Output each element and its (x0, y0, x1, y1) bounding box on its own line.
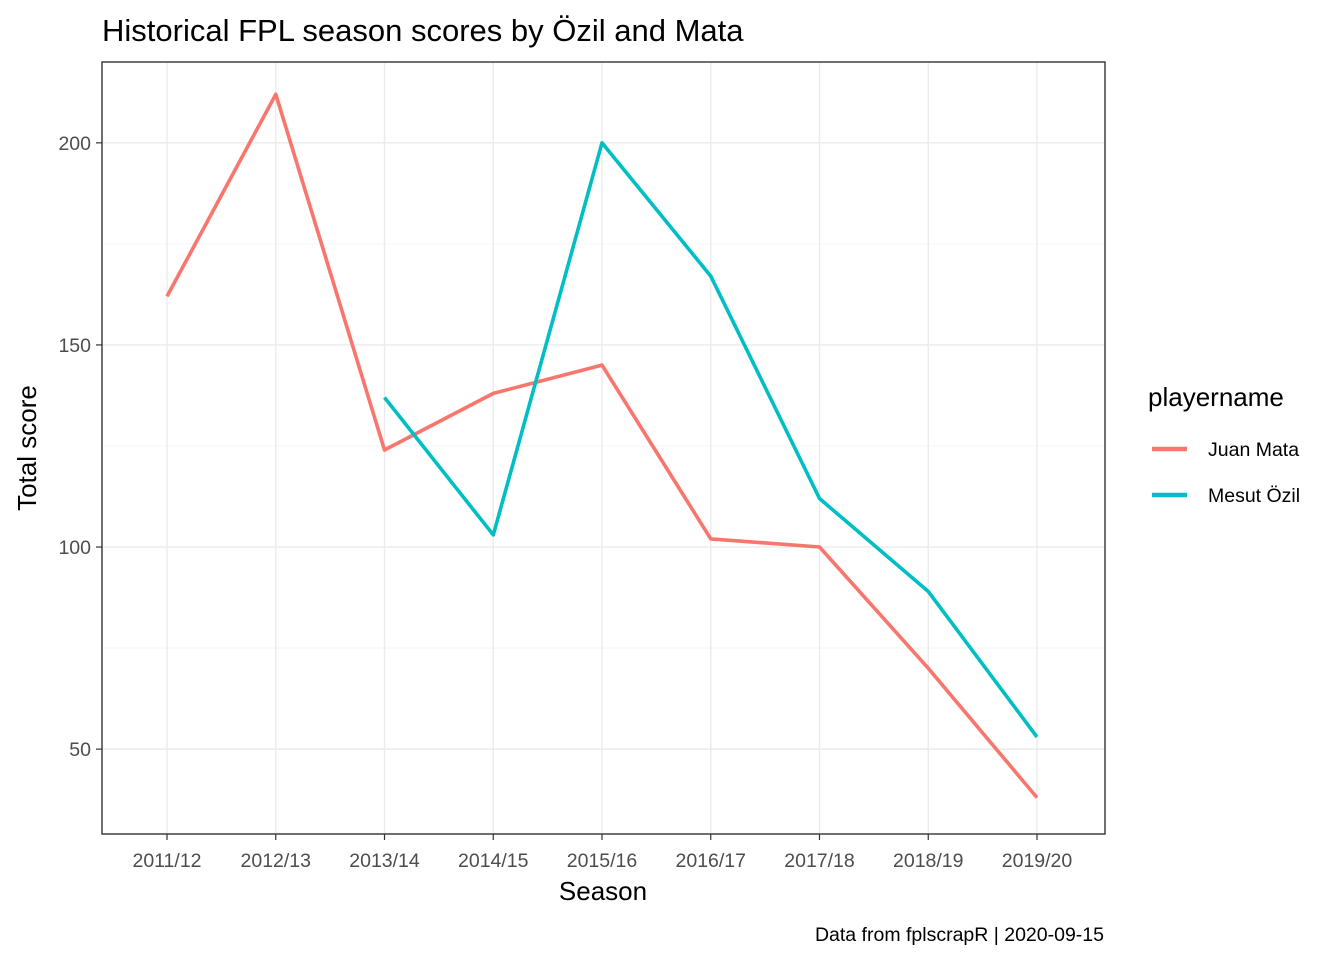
axes: 50 100 150 200 2011/12 2012/13 2013/14 2014/15 2… (58, 133, 1072, 872)
y-tick-label: 150 (58, 335, 91, 357)
x-tick-label: 2018/19 (893, 850, 964, 872)
grid (102, 62, 1105, 834)
series-line-mesut-zil (383, 141, 1039, 739)
series-lines (165, 92, 1039, 799)
x-axis-title: Season (559, 876, 647, 906)
series-line-juan-mata (165, 92, 1039, 799)
chart-title: Historical FPL season scores by Özil and… (102, 13, 744, 48)
x-tick-label: 2012/13 (241, 850, 312, 872)
y-tick-label: 100 (58, 537, 91, 559)
y-tick-label: 50 (69, 739, 91, 761)
legend-title: playername (1148, 382, 1284, 412)
legend-label: Juan Mata (1208, 439, 1299, 461)
x-tick-label: 2017/18 (784, 850, 855, 872)
y-tick-label: 200 (58, 133, 91, 155)
legend-label: Mesut Özil (1208, 485, 1300, 507)
legend: playername Juan Mata Mesut Özil (1148, 382, 1300, 507)
x-tick-label: 2013/14 (349, 850, 420, 872)
x-tick-label: 2011/12 (132, 850, 201, 872)
x-tick-label: 2014/15 (458, 850, 529, 872)
x-tick-label: 2019/20 (1002, 850, 1073, 872)
legend-items: Juan Mata Mesut Özil (1152, 439, 1300, 507)
x-tick-label: 2016/17 (676, 850, 747, 872)
y-axis-title: Total score (12, 385, 42, 511)
panel-border (101, 61, 1106, 835)
x-tick-label: 2015/16 (567, 850, 638, 872)
caption: Data from fplscrapR | 2020-09-15 (815, 924, 1104, 946)
